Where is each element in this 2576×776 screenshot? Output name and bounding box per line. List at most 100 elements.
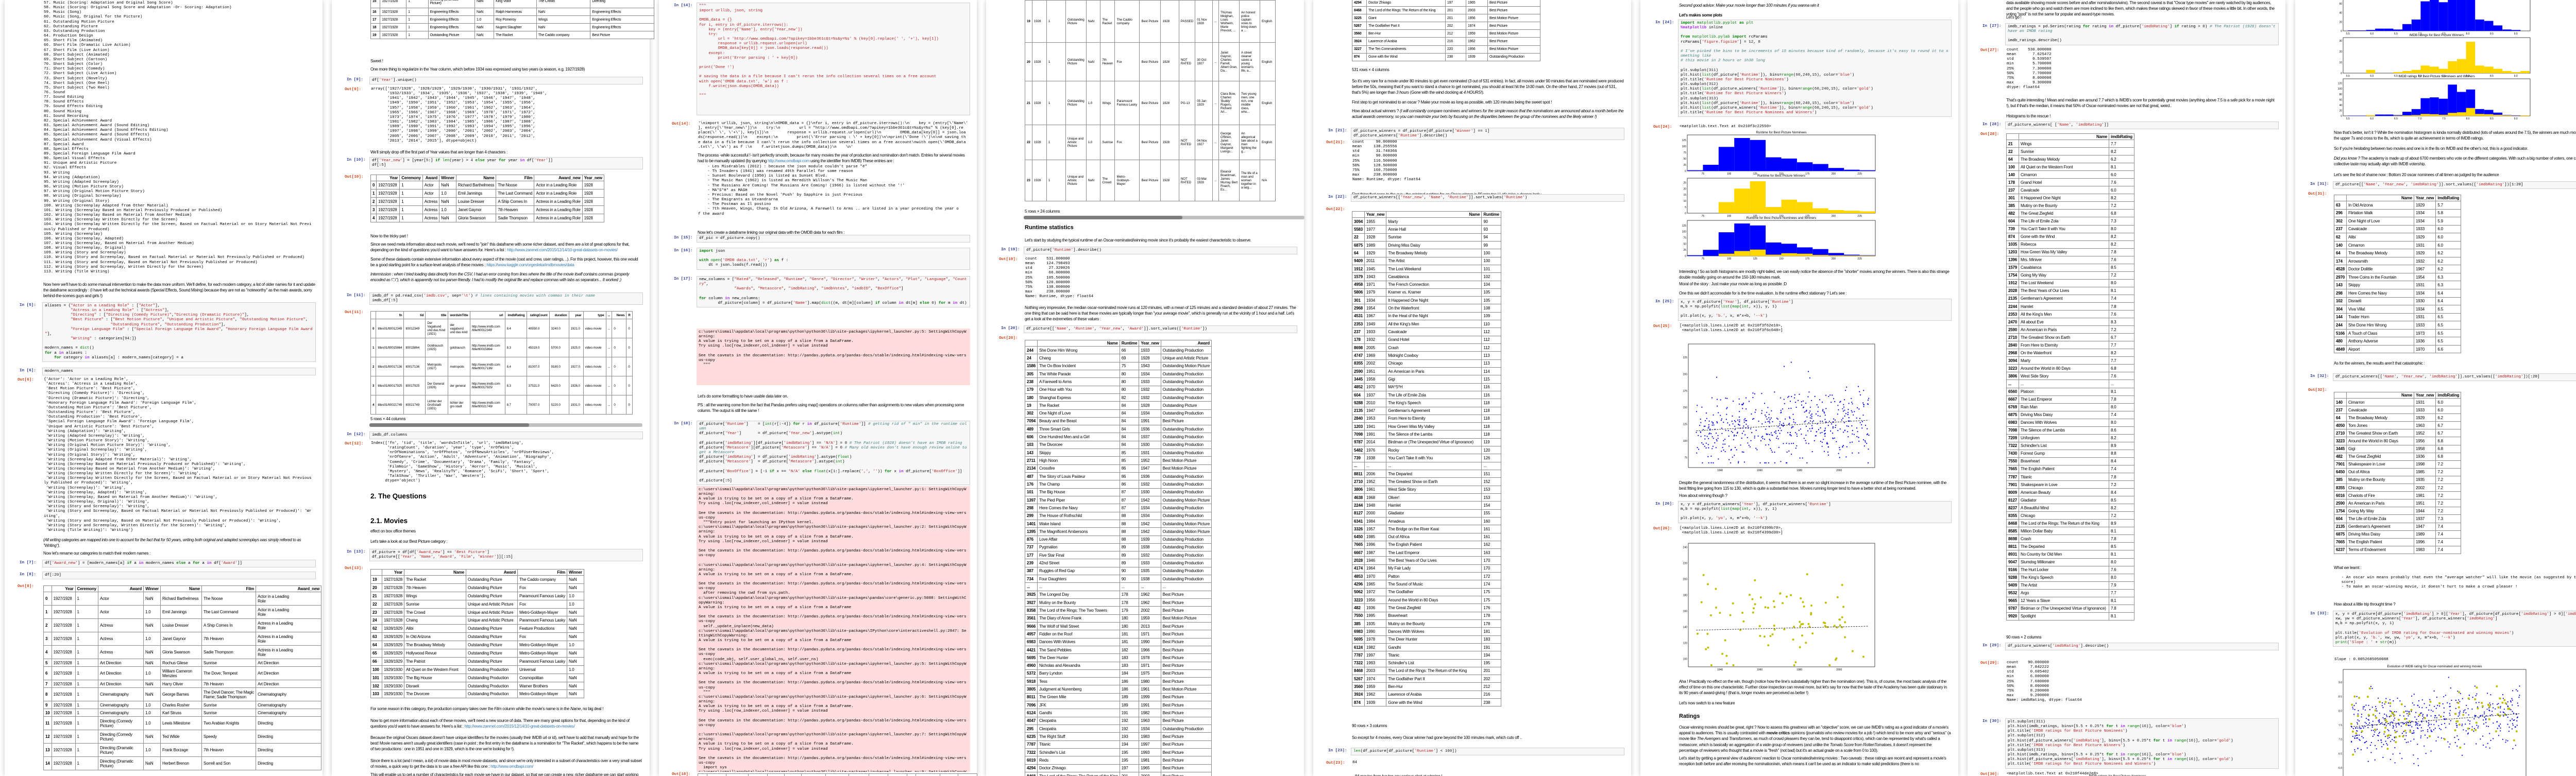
svg-text:9.0: 9.0 [2338, 681, 2342, 684]
svg-text:1960: 1960 [1757, 469, 1762, 472]
svg-text:175: 175 [1805, 257, 1810, 261]
svg-text:225: 225 [1683, 356, 1688, 359]
svg-text:30: 30 [2339, 40, 2342, 43]
svg-text:1980: 1980 [1797, 469, 1802, 472]
svg-text:225: 225 [1857, 173, 1862, 176]
svg-text:2000: 2000 [1836, 668, 1842, 671]
svg-text:1940: 1940 [1717, 668, 1723, 671]
svg-text:100: 100 [1727, 257, 1732, 261]
svg-text:100: 100 [1727, 215, 1732, 218]
svg-text:Evolution of IMDB rating for O: Evolution of IMDB rating for Oscar-nomin… [2387, 665, 2482, 668]
svg-text:200: 200 [1683, 578, 1688, 581]
svg-text:120: 120 [1683, 642, 1688, 645]
svg-text:175: 175 [1683, 390, 1688, 393]
svg-text:7.5: 7.5 [2442, 75, 2446, 78]
svg-text:175: 175 [1805, 215, 1810, 218]
svg-text:125: 125 [1753, 257, 1758, 261]
svg-text:6.5: 6.5 [2394, 32, 2398, 36]
svg-text:10: 10 [2339, 61, 2342, 64]
svg-text:Runtime for Best Picture Winne: Runtime for Best Picture Winners [1757, 174, 1805, 178]
svg-text:60: 60 [2339, 98, 2342, 101]
svg-text:180: 180 [1683, 594, 1688, 597]
svg-text:125: 125 [1682, 225, 1687, 228]
svg-text:125: 125 [1753, 215, 1758, 218]
svg-text:0: 0 [2341, 72, 2342, 75]
svg-text:25: 25 [1683, 249, 1686, 252]
svg-text:75: 75 [1702, 215, 1705, 218]
svg-text:IMDB ratings for Best Picture: IMDB ratings for Best Picture Nominees a… [2398, 75, 2475, 78]
svg-text:Runtime for Best Picture Nomin: Runtime for Best Picture Nominees and Wi… [1747, 216, 1816, 220]
svg-text:75: 75 [1683, 151, 1686, 154]
svg-text:5.5: 5.5 [2346, 32, 2350, 36]
svg-text:75: 75 [1683, 237, 1686, 240]
svg-text:6.5: 6.5 [2394, 117, 2398, 120]
svg-text:175: 175 [1805, 173, 1810, 176]
svg-text:6.0: 6.0 [2338, 767, 2342, 770]
svg-text:150: 150 [1683, 406, 1688, 409]
svg-text:8.0: 8.0 [2466, 32, 2470, 36]
svg-text:6.5: 6.5 [2338, 752, 2342, 755]
svg-text:1980: 1980 [1797, 668, 1802, 671]
svg-text:125: 125 [1682, 139, 1687, 142]
svg-text:6.0: 6.0 [2370, 75, 2374, 78]
svg-text:9.0: 9.0 [2514, 32, 2518, 36]
svg-text:10: 10 [1683, 200, 1686, 203]
svg-text:100: 100 [1683, 440, 1688, 443]
svg-text:9.0: 9.0 [2514, 117, 2518, 120]
svg-text:1940: 1940 [1717, 469, 1723, 472]
svg-text:5.5: 5.5 [2346, 75, 2350, 78]
svg-text:100: 100 [1683, 658, 1688, 661]
svg-text:5: 5 [1685, 206, 1686, 209]
svg-text:25: 25 [1683, 181, 1686, 184]
svg-text:50: 50 [1683, 158, 1686, 161]
svg-text:50: 50 [1683, 243, 1686, 246]
svg-text:200: 200 [1683, 373, 1688, 376]
svg-text:160: 160 [1683, 610, 1688, 613]
svg-text:20: 20 [2339, 21, 2342, 24]
svg-text:7.0: 7.0 [2418, 117, 2421, 120]
svg-text:0: 0 [2341, 115, 2342, 118]
svg-text:8.0: 8.0 [2466, 117, 2470, 120]
svg-text:60: 60 [2339, 3, 2342, 6]
svg-text:75: 75 [1684, 457, 1687, 460]
svg-text:2000: 2000 [1836, 469, 1842, 472]
svg-text:1960: 1960 [1757, 668, 1762, 671]
svg-text:40: 40 [2339, 12, 2342, 15]
svg-text:100: 100 [1682, 145, 1687, 148]
svg-text:80: 80 [2339, 93, 2342, 96]
svg-text:225: 225 [1857, 215, 1862, 218]
svg-text:150: 150 [1779, 173, 1784, 176]
svg-text:8.5: 8.5 [2490, 32, 2494, 36]
svg-text:8.0: 8.0 [2338, 710, 2342, 713]
svg-text:140: 140 [1683, 626, 1688, 629]
svg-text:100: 100 [2338, 88, 2343, 91]
svg-text:6.5: 6.5 [2394, 75, 2398, 78]
svg-text:5.5: 5.5 [2346, 117, 2350, 120]
svg-text:15: 15 [1683, 194, 1686, 197]
svg-text:0: 0 [1685, 255, 1686, 258]
svg-text:120: 120 [2338, 82, 2343, 85]
svg-text:9.0: 9.0 [2514, 75, 2518, 78]
svg-text:150: 150 [1779, 257, 1784, 261]
svg-text:6.0: 6.0 [2370, 32, 2374, 36]
svg-text:20: 20 [2339, 50, 2342, 54]
svg-text:150: 150 [1779, 215, 1784, 218]
svg-text:0: 0 [1685, 212, 1686, 215]
svg-text:7.0: 7.0 [2418, 32, 2421, 36]
svg-text:125: 125 [1683, 423, 1688, 426]
svg-text:100: 100 [1727, 173, 1732, 176]
svg-text:75: 75 [1702, 257, 1705, 261]
svg-text:IMDB ratings for Best Picture: IMDB ratings for Best Picture Winners [2409, 33, 2464, 37]
svg-text:8.5: 8.5 [2490, 75, 2494, 78]
svg-text:8.5: 8.5 [2338, 696, 2342, 699]
svg-text:Runtime for Best Picture Nomin: Runtime for Best Picture Nominees [1756, 131, 1806, 134]
svg-text:8.0: 8.0 [2466, 75, 2470, 78]
svg-text:125: 125 [1753, 173, 1758, 176]
svg-text:7.5: 7.5 [2442, 32, 2446, 36]
svg-text:7.0: 7.0 [2418, 75, 2421, 78]
svg-text:20: 20 [1683, 187, 1686, 191]
svg-text:220: 220 [1683, 562, 1688, 565]
svg-text:200: 200 [1832, 173, 1836, 176]
svg-text:0: 0 [2341, 30, 2342, 33]
svg-text:200: 200 [1832, 257, 1836, 261]
